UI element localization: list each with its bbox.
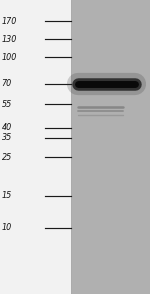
- Text: 100: 100: [2, 53, 17, 62]
- Text: 35: 35: [2, 133, 12, 142]
- Text: 40: 40: [2, 123, 12, 132]
- Bar: [0, 0, 70, 294]
- Text: 130: 130: [2, 35, 17, 44]
- Text: 25: 25: [2, 153, 12, 162]
- Text: 55: 55: [2, 100, 12, 109]
- Text: 70: 70: [2, 79, 12, 88]
- Text: 10: 10: [2, 223, 12, 232]
- Text: 15: 15: [2, 191, 12, 200]
- Text: 170: 170: [2, 17, 17, 26]
- Bar: [70, 0, 150, 294]
